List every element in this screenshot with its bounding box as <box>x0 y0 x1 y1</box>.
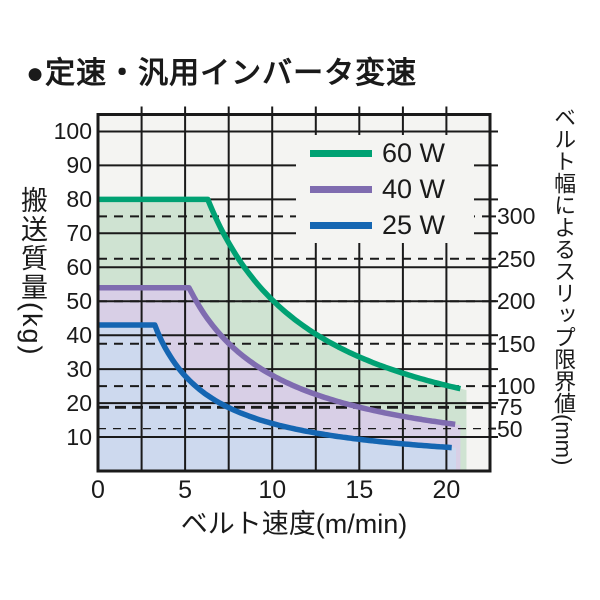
area-fill-25w <box>98 325 456 471</box>
x-tick-15: 15 <box>345 476 374 504</box>
y-tick-90: 90 <box>66 152 92 179</box>
y2-tick-200mm: 200 <box>497 288 536 315</box>
y2-tick-250mm: 250 <box>497 245 536 272</box>
y2-tick-300mm: 300 <box>497 203 536 230</box>
y-tick-70: 70 <box>66 220 92 247</box>
y2-tick-50mm: 50 <box>497 415 523 442</box>
legend-swatch-60w <box>310 149 372 157</box>
series-curves <box>98 196 462 451</box>
curve-40w <box>98 284 456 428</box>
legend-swatch-40w <box>310 185 372 193</box>
x-axis-title: ベルト速度(m/min) <box>180 509 408 539</box>
legend-label-60w: 60 W <box>382 137 446 168</box>
y-tick-40: 40 <box>66 322 92 349</box>
y-tick-60: 60 <box>66 254 92 281</box>
y-axis-title: 搬送質量(kg) <box>17 186 48 357</box>
y2-axis-title: ベルト幅によるスリップ限界値(mm) <box>551 106 577 466</box>
legend-swatch-25w <box>310 221 372 229</box>
legend: 60 W 40 W 25 W <box>296 135 474 243</box>
plot-border <box>96 113 492 473</box>
y-tick-100: 100 <box>53 118 92 145</box>
y-tick-20: 20 <box>66 390 92 417</box>
y-tick-30: 30 <box>66 356 92 383</box>
y2-tick-100mm: 100 <box>497 373 536 400</box>
legend-label-40w: 40 W <box>382 173 446 204</box>
x-tick-20: 20 <box>432 476 461 504</box>
y2-tick-150mm: 150 <box>497 330 536 357</box>
y-tick-50: 50 <box>66 288 92 315</box>
chart-title: ●定速・汎用インバータ変速 <box>26 57 418 90</box>
legend-label-25w: 25 W <box>382 209 446 240</box>
x-tick-0: 0 <box>91 476 105 504</box>
curve-25w <box>98 322 453 451</box>
y-tick-10: 10 <box>66 424 92 451</box>
x-tick-10: 10 <box>258 476 287 504</box>
y2-tick-75mm: 75 <box>497 394 523 421</box>
x-tick-5: 5 <box>178 476 193 504</box>
axis-ticks <box>140 106 498 438</box>
legend-item-60w: 60 W <box>296 135 474 171</box>
y-tick-80: 80 <box>66 186 92 213</box>
legend-item-25w: 25 W <box>296 207 474 243</box>
legend-item-40w: 40 W <box>296 171 474 207</box>
curve-60w <box>98 196 462 392</box>
